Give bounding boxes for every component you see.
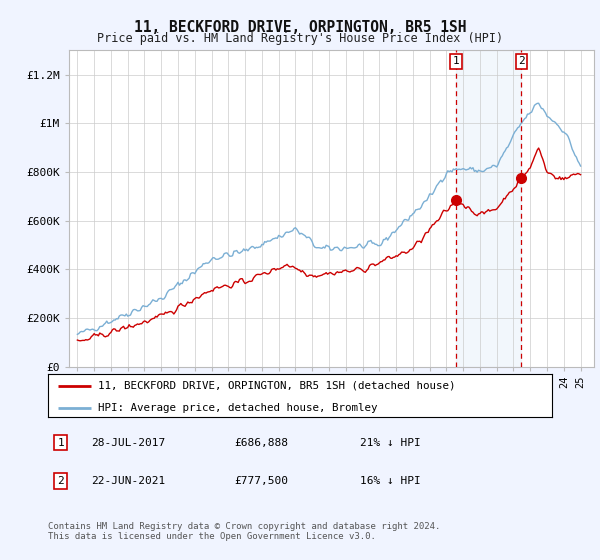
Text: £777,500: £777,500 (235, 476, 289, 486)
Text: £686,888: £686,888 (235, 437, 289, 447)
Text: 11, BECKFORD DRIVE, ORPINGTON, BR5 1SH: 11, BECKFORD DRIVE, ORPINGTON, BR5 1SH (134, 20, 466, 35)
Text: 2: 2 (518, 57, 525, 66)
Text: Price paid vs. HM Land Registry's House Price Index (HPI): Price paid vs. HM Land Registry's House … (97, 32, 503, 45)
Bar (456, 50, 521, 367)
Text: 2: 2 (57, 476, 64, 486)
Text: HPI: Average price, detached house, Bromley: HPI: Average price, detached house, Brom… (98, 403, 378, 413)
Text: 22-JUN-2021: 22-JUN-2021 (91, 476, 165, 486)
Text: 21% ↓ HPI: 21% ↓ HPI (361, 437, 421, 447)
Text: 28-JUL-2017: 28-JUL-2017 (91, 437, 165, 447)
Text: 1: 1 (453, 57, 460, 66)
Text: 16% ↓ HPI: 16% ↓ HPI (361, 476, 421, 486)
Text: Contains HM Land Registry data © Crown copyright and database right 2024.
This d: Contains HM Land Registry data © Crown c… (48, 522, 440, 542)
Text: 11, BECKFORD DRIVE, ORPINGTON, BR5 1SH (detached house): 11, BECKFORD DRIVE, ORPINGTON, BR5 1SH (… (98, 381, 456, 391)
Text: 1: 1 (57, 437, 64, 447)
